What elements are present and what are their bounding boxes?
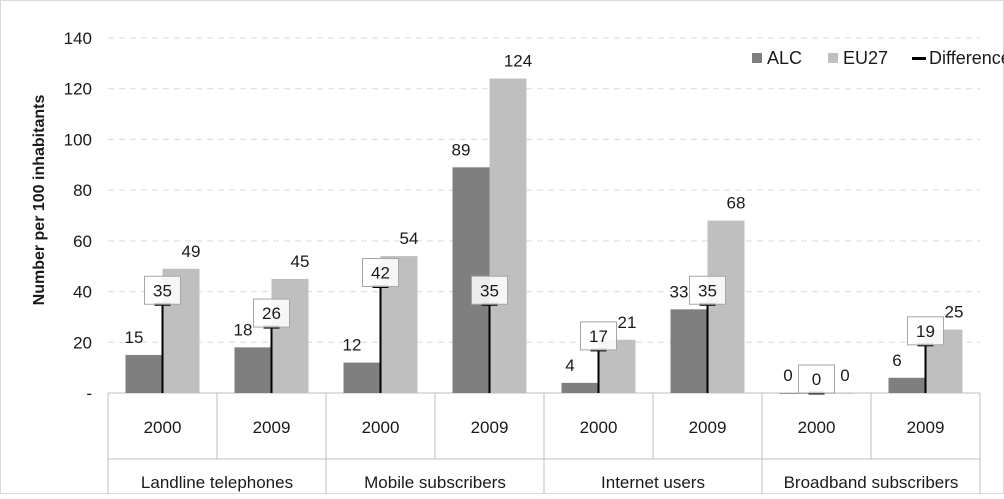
data-label-alc: 15 xyxy=(125,328,144,347)
data-label-alc: 33 xyxy=(670,282,689,301)
difference-label-box xyxy=(580,321,617,351)
group-label: Internet users xyxy=(601,473,705,492)
data-label-eu27: 124 xyxy=(504,52,532,71)
bar-eu27 xyxy=(271,278,309,393)
category-label: 2009 xyxy=(689,418,727,437)
grid-layer xyxy=(108,37,980,343)
data-label-alc: 18 xyxy=(234,320,253,339)
bar-alc xyxy=(343,362,381,393)
legend-swatch-eu27 xyxy=(828,53,839,63)
data-label-difference: 35 xyxy=(153,281,172,300)
data-label-difference: 42 xyxy=(371,264,390,283)
data-label-difference: 35 xyxy=(480,281,499,300)
legend-layer: ALC EU27 Difference xyxy=(752,48,1004,68)
data-label-difference: 17 xyxy=(589,327,608,346)
legend-label: EU27 xyxy=(843,48,888,68)
category-label: 2000 xyxy=(798,418,836,437)
data-label-alc: 12 xyxy=(343,336,362,355)
bar-eu27 xyxy=(707,220,745,393)
legend-label: ALC xyxy=(767,48,802,68)
bar-alc xyxy=(125,354,163,393)
category-label: 2000 xyxy=(144,418,182,437)
bar-eu27 xyxy=(489,78,527,394)
y-tick-label: 140 xyxy=(64,29,92,48)
legend-label: Difference xyxy=(929,48,1004,68)
bar-alc xyxy=(234,347,272,393)
group-label: Mobile subscribers xyxy=(364,473,506,492)
y-axis-label: Number per 100 inhabitants xyxy=(31,95,48,306)
category-label: 2009 xyxy=(253,418,291,437)
data-label-eu27: 68 xyxy=(727,194,746,213)
data-label-eu27: 0 xyxy=(840,366,849,385)
category-label: 2000 xyxy=(580,418,618,437)
data-label-difference: 19 xyxy=(916,322,935,341)
group-label: Landline telephones xyxy=(141,473,293,492)
data-label-eu27: 45 xyxy=(291,252,310,271)
bar-alc xyxy=(888,377,926,393)
data-label-eu27: 25 xyxy=(945,303,964,322)
data-label-eu27: 54 xyxy=(400,229,419,248)
category-label: 2000 xyxy=(362,418,400,437)
y-tick-label: 40 xyxy=(73,283,92,302)
legend-swatch-alc xyxy=(752,53,762,63)
data-label-alc: 6 xyxy=(892,351,901,370)
y-tick-label: 120 xyxy=(64,80,92,99)
bar-alc xyxy=(561,382,599,393)
difference-label-box xyxy=(362,258,399,287)
data-label-alc: 4 xyxy=(565,356,574,375)
difference-label-box xyxy=(798,364,835,394)
difference-label-box xyxy=(144,275,181,305)
y-tick-label: 100 xyxy=(64,130,92,149)
y-tick-label: 60 xyxy=(73,232,92,251)
data-label-eu27: 21 xyxy=(618,313,637,332)
data-label-difference: 35 xyxy=(698,281,717,300)
difference-label-box xyxy=(471,275,508,305)
data-label-difference: 26 xyxy=(262,304,281,323)
data-label-difference: 0 xyxy=(812,370,821,389)
data-label-alc: 89 xyxy=(452,140,471,159)
data-label-eu27: 49 xyxy=(182,242,201,261)
data-label-alc: 0 xyxy=(783,366,792,385)
bar-alc xyxy=(670,309,708,393)
difference-label-box xyxy=(253,298,290,328)
legend-swatch-difference xyxy=(912,57,927,60)
y-tick-label: - xyxy=(86,384,92,403)
y-tick-label: 20 xyxy=(73,333,92,352)
category-label: 2009 xyxy=(471,418,509,437)
category-label: 2009 xyxy=(907,418,945,437)
difference-label-box xyxy=(907,316,944,346)
difference-label-box xyxy=(689,275,726,305)
y-tick-label: 80 xyxy=(73,181,92,200)
group-label: Broadband subscribers xyxy=(784,473,959,492)
